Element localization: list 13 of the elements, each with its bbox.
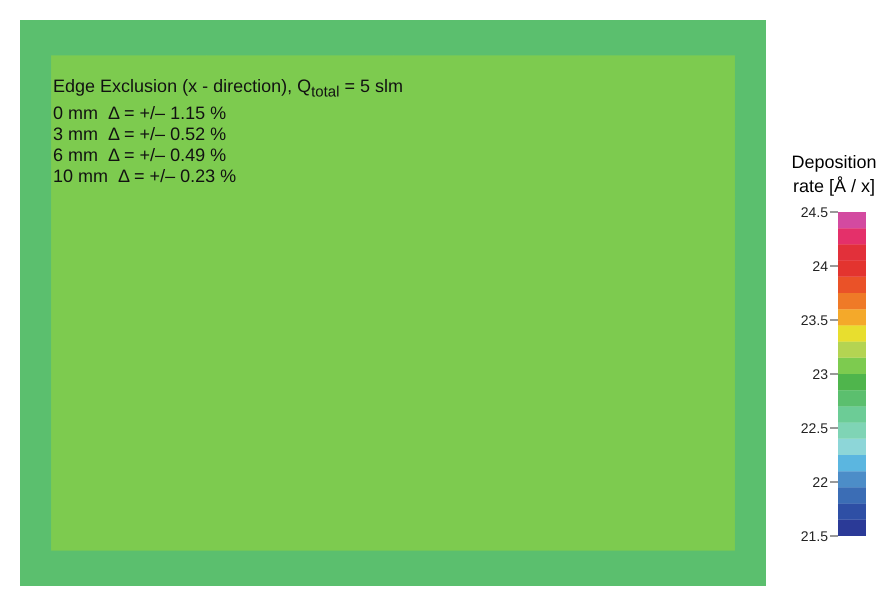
color-bar-title: Deposition rate [Å / x] <box>790 151 878 198</box>
text: Edge Exclusion (x - direction), Q$_{total}$ = 5 slm <box>53 76 403 103</box>
color-bar-label: 23.5 <box>800 312 828 328</box>
color-bar-label: 24.5 <box>800 204 828 220</box>
annotation: 3 mm Δ = +/– 0.52 % <box>53 124 228 145</box>
annotation: 6 mm Δ = +/– 0.49 % <box>53 144 228 166</box>
color-bar-label: 22.5 <box>800 420 828 436</box>
color-bar-label: 21.5 <box>800 528 828 544</box>
color-bar-label: 24 <box>812 258 828 274</box>
annotation: 0 mm Δ = +/– 1.15 % <box>53 102 228 124</box>
annotation: 10 mm Δ = +/– 0.23 % <box>53 166 238 187</box>
color-bar-label: 22 <box>812 474 828 490</box>
color-bar-label: 23 <box>812 366 828 382</box>
